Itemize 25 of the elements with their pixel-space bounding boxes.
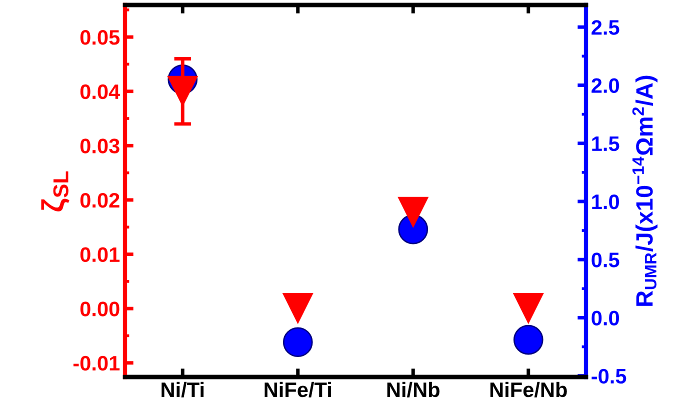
x-tick-label: Ni/Ti [162, 382, 204, 398]
y2-tick-label: 0.0 [592, 310, 619, 326]
x-tick-label: Ni/Nb [387, 382, 440, 398]
y-tick-label: 0.05 [80, 30, 120, 45]
y2-tick-label: 1.0 [592, 194, 619, 210]
y-tick-label: 0.01 [80, 247, 120, 262]
point [512, 293, 544, 324]
y2-tick-label: -0.5 [592, 368, 626, 384]
y2-tick-label: 0.5 [592, 252, 620, 268]
point [282, 327, 313, 358]
y-tick-label: 0.02 [80, 192, 120, 208]
y2-tick-label: 2.0 [592, 78, 619, 93]
y-axis-title: ζ$_{SL}$ [41, 171, 70, 212]
y-tick-label: 0.00 [80, 302, 120, 316]
y-tick-label: 0.04 [80, 84, 120, 100]
y2-tick-label: 1.5 [592, 136, 620, 152]
point [513, 324, 544, 355]
y2-axis-title: R$_{UMR}$/J(x10$^{−14}$Ωm$^{2}$/A) [632, 76, 658, 306]
y-tick-label: 0.03 [80, 138, 120, 154]
y-tick-label: -0.01 [73, 356, 120, 371]
x-tick-label: NiFe/Ti [264, 382, 331, 398]
point [398, 196, 429, 228]
point [282, 293, 314, 324]
x-tick-label: NiFe/Nb [490, 382, 567, 398]
y2-tick-label: 2.5 [592, 20, 620, 35]
